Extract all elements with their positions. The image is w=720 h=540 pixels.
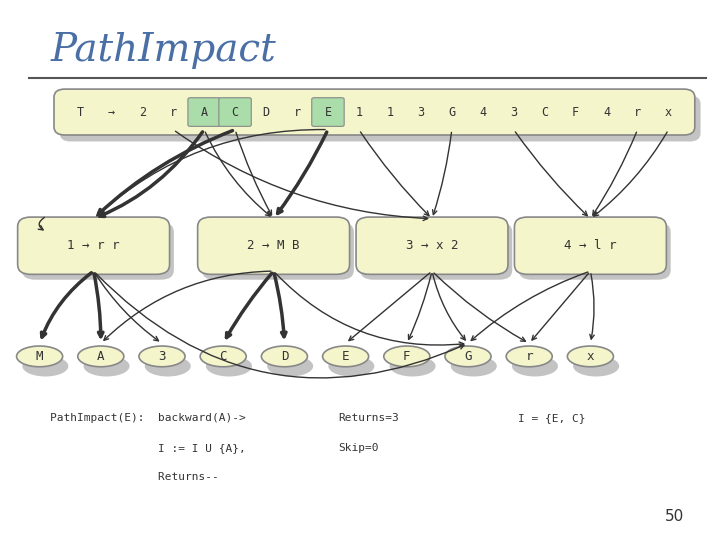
Text: D: D	[263, 105, 269, 119]
Text: r: r	[170, 105, 176, 119]
Ellipse shape	[78, 346, 124, 367]
Text: 4: 4	[480, 105, 486, 119]
Ellipse shape	[390, 356, 436, 376]
Ellipse shape	[17, 346, 63, 367]
Text: 3: 3	[510, 105, 517, 119]
Text: 1 → r r: 1 → r r	[68, 239, 120, 252]
Text: I = {E, C}: I = {E, C}	[518, 413, 586, 423]
Text: r: r	[526, 350, 533, 363]
Text: E: E	[325, 105, 331, 119]
Text: C: C	[541, 105, 548, 119]
Ellipse shape	[573, 356, 619, 376]
Ellipse shape	[206, 356, 252, 376]
Ellipse shape	[451, 356, 497, 376]
Text: D: D	[281, 350, 288, 363]
Text: 2 → M B: 2 → M B	[248, 239, 300, 252]
FancyBboxPatch shape	[312, 98, 344, 126]
Text: r: r	[634, 105, 641, 119]
Text: 4 → l r: 4 → l r	[564, 239, 616, 252]
Text: Returns=3: Returns=3	[338, 413, 399, 423]
FancyBboxPatch shape	[219, 98, 251, 126]
Text: →: →	[108, 105, 114, 119]
Ellipse shape	[267, 356, 313, 376]
FancyBboxPatch shape	[360, 222, 513, 280]
Text: I := I U {A},: I := I U {A},	[50, 443, 246, 453]
Text: 1: 1	[356, 105, 362, 119]
FancyBboxPatch shape	[518, 222, 671, 280]
Text: Returns--: Returns--	[50, 472, 219, 483]
Text: 50: 50	[665, 509, 684, 524]
FancyBboxPatch shape	[54, 89, 695, 135]
Text: 3: 3	[418, 105, 424, 119]
Text: E: E	[342, 350, 349, 363]
Ellipse shape	[506, 346, 552, 367]
Ellipse shape	[384, 346, 430, 367]
Ellipse shape	[200, 346, 246, 367]
FancyBboxPatch shape	[197, 217, 349, 274]
FancyBboxPatch shape	[356, 217, 508, 274]
Text: r: r	[294, 105, 300, 119]
Ellipse shape	[323, 346, 369, 367]
Text: T: T	[77, 105, 84, 119]
Text: 4: 4	[603, 105, 610, 119]
Text: F: F	[403, 350, 410, 363]
Text: M: M	[36, 350, 43, 363]
Text: 2: 2	[139, 105, 145, 119]
Ellipse shape	[512, 356, 558, 376]
Text: PathImpact(E):  backward(A)->: PathImpact(E): backward(A)->	[50, 413, 246, 423]
Text: G: G	[449, 105, 455, 119]
Text: x: x	[587, 350, 594, 363]
Text: F: F	[572, 105, 579, 119]
FancyBboxPatch shape	[188, 98, 220, 126]
Text: 3 → x 2: 3 → x 2	[406, 239, 458, 252]
Ellipse shape	[22, 356, 68, 376]
Ellipse shape	[139, 346, 185, 367]
Ellipse shape	[567, 346, 613, 367]
Text: PathImpact: PathImpact	[50, 32, 276, 70]
Text: A: A	[97, 350, 104, 363]
FancyBboxPatch shape	[60, 96, 701, 141]
Text: x: x	[665, 105, 672, 119]
FancyBboxPatch shape	[22, 222, 174, 280]
Text: 1: 1	[387, 105, 393, 119]
Ellipse shape	[261, 346, 307, 367]
Text: Skip=0: Skip=0	[338, 443, 379, 453]
Ellipse shape	[445, 346, 491, 367]
Text: C: C	[232, 105, 238, 119]
Ellipse shape	[145, 356, 191, 376]
FancyBboxPatch shape	[18, 217, 170, 274]
Text: C: C	[220, 350, 227, 363]
Text: 3: 3	[158, 350, 166, 363]
Ellipse shape	[84, 356, 130, 376]
Text: A: A	[201, 105, 207, 119]
Text: G: G	[464, 350, 472, 363]
FancyBboxPatch shape	[514, 217, 666, 274]
FancyBboxPatch shape	[202, 222, 354, 280]
Ellipse shape	[328, 356, 374, 376]
